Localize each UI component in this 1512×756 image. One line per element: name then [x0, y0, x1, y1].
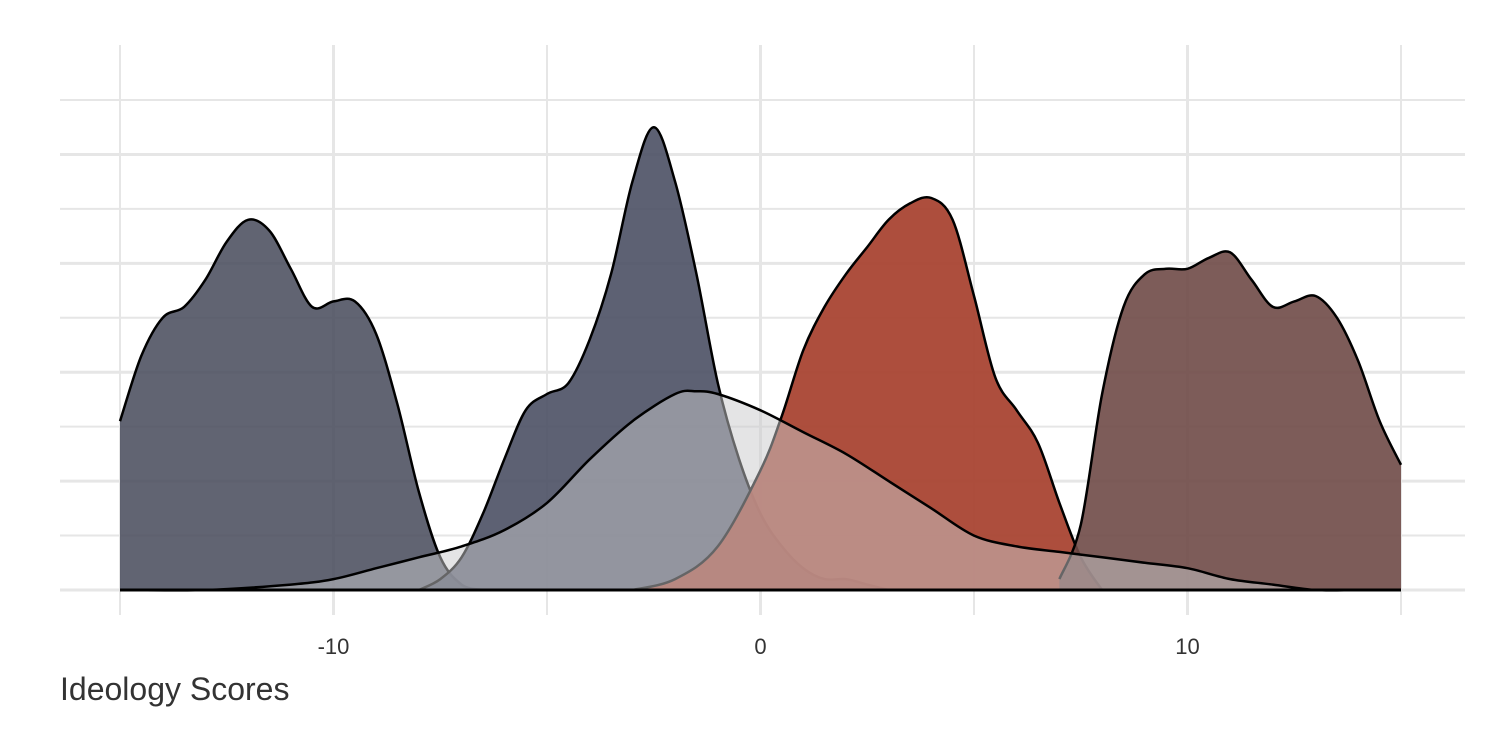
density-area-4 [1059, 251, 1401, 590]
density-series [118, 125, 1403, 592]
x-axis: -10 0 10 [318, 634, 1200, 659]
density-area-5 [120, 390, 1401, 591]
density-area-1 [120, 219, 483, 590]
x-tick-label: -10 [318, 634, 350, 659]
density-outline-4 [1058, 250, 1403, 580]
x-tick-label: 10 [1175, 634, 1199, 659]
x-axis-title: Ideology Scores [60, 671, 289, 707]
x-tick-label: 0 [754, 634, 766, 659]
density-outline-1 [118, 218, 484, 592]
density-outline-5 [119, 389, 1401, 592]
density-area-2 [418, 127, 889, 590]
